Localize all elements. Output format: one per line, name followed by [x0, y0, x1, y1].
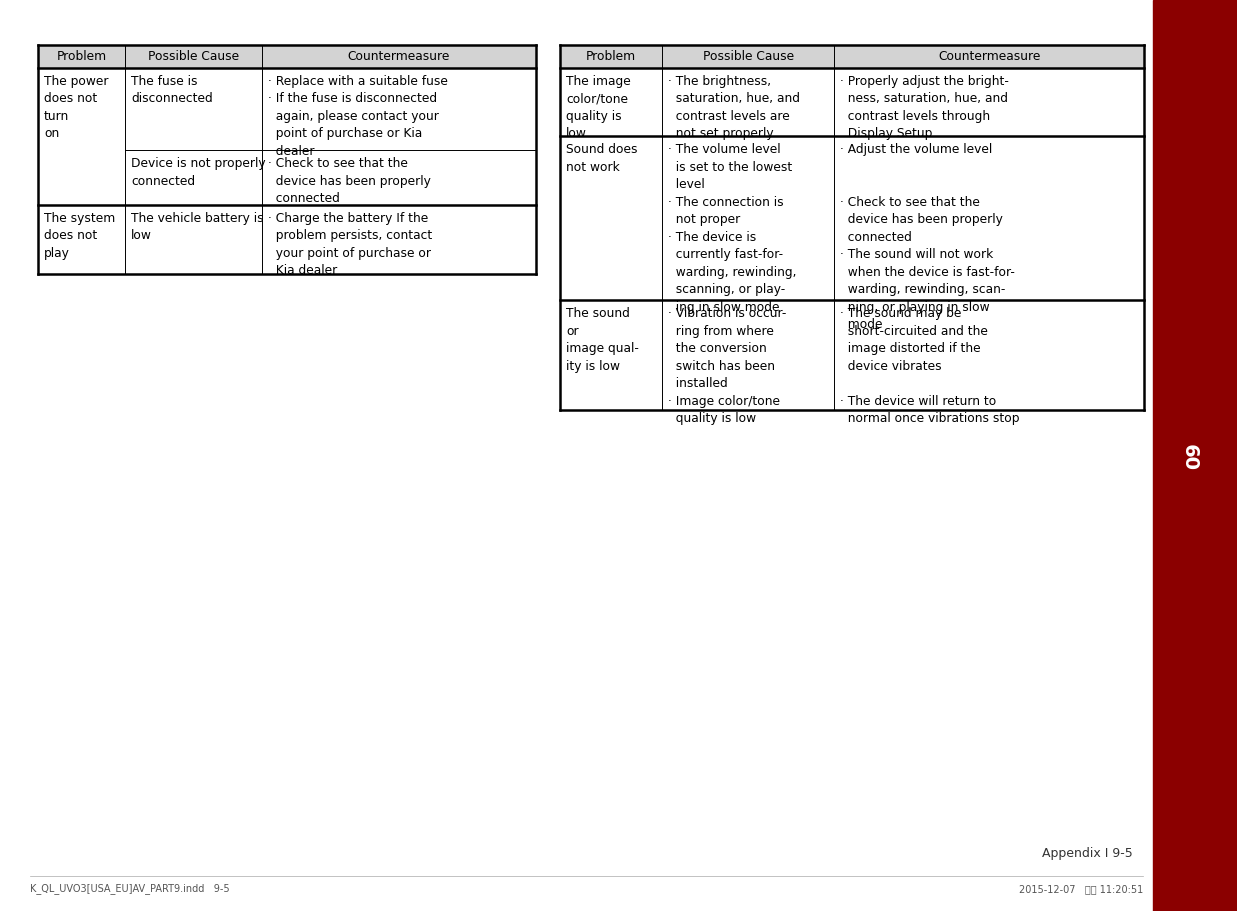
Bar	[560, 45, 1144, 67]
Bar	[560, 67, 662, 137]
Text: The sound
or
image qual-
ity is low: The sound or image qual- ity is low	[567, 307, 638, 373]
Text: Problem: Problem	[586, 50, 636, 63]
Text: Possible Cause: Possible Cause	[703, 50, 794, 63]
Bar	[662, 137, 835, 301]
Bar	[835, 67, 1144, 137]
Text: Appendix I 9-5: Appendix I 9-5	[1042, 846, 1133, 859]
Text: The vehicle battery is
low: The vehicle battery is low	[131, 212, 263, 242]
Text: The system
does not
play: The system does not play	[45, 212, 115, 260]
Bar	[125, 150, 262, 205]
Text: K_QL_UVO3[USA_EU]AV_PART9.indd   9-5: K_QL_UVO3[USA_EU]AV_PART9.indd 9-5	[30, 884, 230, 895]
Bar	[262, 67, 536, 150]
Text: Possible Cause: Possible Cause	[148, 50, 239, 63]
Text: · Vibration is occur-
  ring from where
  the conversion
  switch has been
  ins: · Vibration is occur- ring from where th…	[668, 307, 787, 425]
Text: The power
does not
turn
on: The power does not turn on	[45, 75, 109, 140]
Bar	[38, 67, 125, 205]
Text: The fuse is
disconnected: The fuse is disconnected	[131, 75, 213, 106]
Text: · The brightness,
  saturation, hue, and
  contrast levels are
  not set properl: · The brightness, saturation, hue, and c…	[668, 75, 800, 140]
Bar	[835, 137, 1144, 301]
Text: · Replace with a suitable fuse
· If the fuse is disconnected
  again, please con: · Replace with a suitable fuse · If the …	[268, 75, 448, 158]
Text: · Properly adjust the bright-
  ness, saturation, hue, and
  contrast levels thr: · Properly adjust the bright- ness, satu…	[840, 75, 1009, 140]
Text: · The volume level
  is set to the lowest
  level
· The connection is
  not prop: · The volume level is set to the lowest …	[668, 143, 797, 314]
Bar	[262, 205, 536, 273]
Text: Device is not properly
connected: Device is not properly connected	[131, 157, 266, 188]
Text: Countermeasure: Countermeasure	[938, 50, 1040, 63]
Text: Sound does
not work: Sound does not work	[567, 143, 637, 174]
Bar	[835, 301, 1144, 410]
Text: · Charge the battery If the
  problem persists, contact
  your point of purchase: · Charge the battery If the problem pers…	[268, 212, 433, 278]
Text: The image
color/tone
quality is
low: The image color/tone quality is low	[567, 75, 631, 140]
Bar	[560, 301, 662, 410]
Text: · Adjust the volume level


· Check to see that the
  device has been properly
 : · Adjust the volume level · Check to see…	[840, 143, 1016, 332]
Text: 09: 09	[1185, 442, 1205, 469]
Bar	[662, 301, 835, 410]
Text: · Check to see that the
  device has been properly
  connected: · Check to see that the device has been …	[268, 157, 430, 205]
Bar	[38, 205, 125, 273]
Bar	[1153, 0, 1237, 911]
Bar	[125, 67, 262, 150]
Text: 2015-12-07   오전 11:20:51: 2015-12-07 오전 11:20:51	[1018, 884, 1143, 894]
Bar	[125, 205, 262, 273]
Bar	[38, 45, 536, 67]
Bar	[560, 137, 662, 301]
Text: Countermeasure: Countermeasure	[348, 50, 450, 63]
Text: · The sound may be
  short-circuited and the
  image distorted if the
  device v: · The sound may be short-circuited and t…	[840, 307, 1021, 425]
Bar	[262, 150, 536, 205]
Text: Problem: Problem	[57, 50, 106, 63]
Bar	[662, 67, 835, 137]
